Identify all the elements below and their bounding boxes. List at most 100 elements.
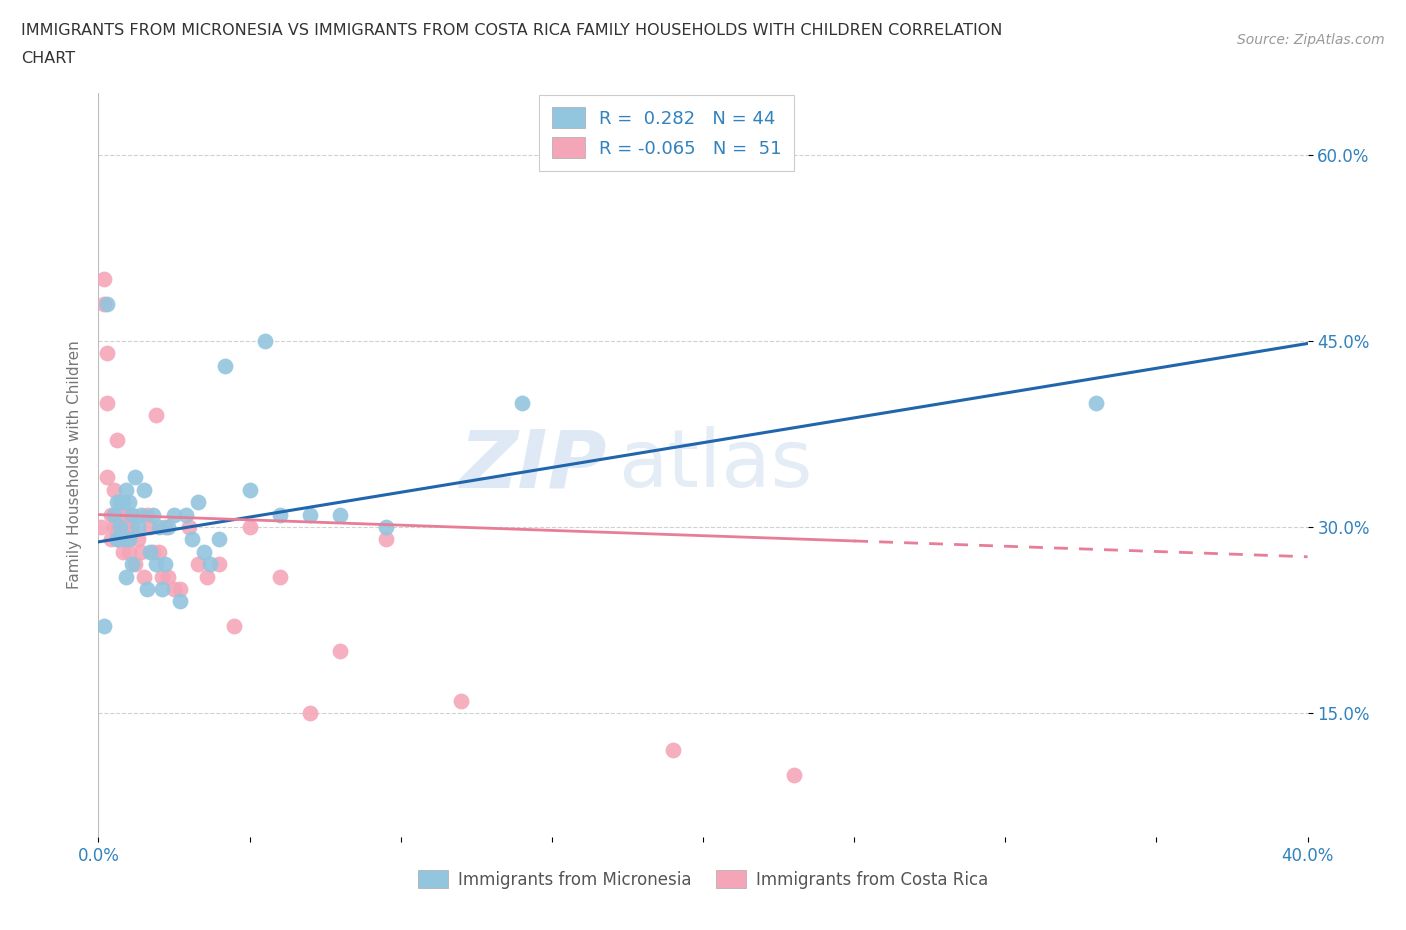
Point bbox=[135, 507, 157, 522]
Point bbox=[148, 520, 170, 535]
Point bbox=[145, 557, 167, 572]
Point bbox=[148, 544, 170, 559]
Point bbox=[96, 297, 118, 312]
Point bbox=[450, 693, 472, 708]
Point bbox=[121, 557, 143, 572]
Point bbox=[208, 532, 231, 547]
Point bbox=[129, 544, 152, 559]
Point bbox=[169, 581, 191, 596]
Point bbox=[510, 395, 533, 410]
Point bbox=[239, 483, 262, 498]
Point bbox=[103, 507, 125, 522]
Point bbox=[150, 569, 173, 584]
Point bbox=[224, 618, 246, 633]
Text: IMMIGRANTS FROM MICRONESIA VS IMMIGRANTS FROM COSTA RICA FAMILY HOUSEHOLDS WITH : IMMIGRANTS FROM MICRONESIA VS IMMIGRANTS… bbox=[21, 23, 1002, 38]
Point bbox=[239, 520, 262, 535]
Point bbox=[132, 569, 155, 584]
Point bbox=[96, 470, 118, 485]
Point bbox=[269, 569, 291, 584]
Point bbox=[187, 495, 209, 510]
Text: ZIP: ZIP bbox=[458, 426, 606, 504]
Point bbox=[142, 544, 165, 559]
Point bbox=[105, 520, 128, 535]
Point bbox=[93, 272, 115, 286]
Point bbox=[118, 507, 141, 522]
Point bbox=[208, 557, 231, 572]
Point bbox=[114, 483, 136, 498]
Point bbox=[96, 395, 118, 410]
Point bbox=[100, 507, 122, 522]
Point bbox=[139, 520, 162, 535]
Point bbox=[103, 507, 125, 522]
Point bbox=[111, 520, 134, 535]
Point bbox=[783, 767, 806, 782]
Point bbox=[139, 544, 162, 559]
Point bbox=[127, 532, 149, 547]
Text: CHART: CHART bbox=[21, 51, 75, 66]
Point bbox=[108, 520, 131, 535]
Point bbox=[179, 520, 201, 535]
Point bbox=[121, 520, 143, 535]
Point bbox=[253, 334, 276, 349]
Point bbox=[118, 544, 141, 559]
Point bbox=[193, 544, 215, 559]
Point bbox=[661, 743, 683, 758]
Point bbox=[105, 495, 128, 510]
Point bbox=[103, 483, 125, 498]
Point bbox=[181, 532, 204, 547]
Point bbox=[163, 581, 186, 596]
Point bbox=[299, 706, 322, 721]
Point bbox=[118, 495, 141, 510]
Point bbox=[214, 358, 236, 373]
Point bbox=[118, 532, 141, 547]
Legend: Immigrants from Micronesia, Immigrants from Costa Rica: Immigrants from Micronesia, Immigrants f… bbox=[411, 864, 995, 896]
Y-axis label: Family Households with Children: Family Households with Children bbox=[66, 340, 82, 590]
Point bbox=[127, 520, 149, 535]
Point bbox=[90, 520, 112, 535]
Point bbox=[163, 507, 186, 522]
Point bbox=[156, 569, 179, 584]
Point bbox=[374, 520, 396, 535]
Point bbox=[156, 520, 179, 535]
Point bbox=[105, 532, 128, 547]
Point bbox=[329, 507, 352, 522]
Point bbox=[195, 569, 218, 584]
Point bbox=[174, 507, 197, 522]
Point bbox=[135, 581, 157, 596]
Point bbox=[132, 483, 155, 498]
Point bbox=[114, 532, 136, 547]
Point bbox=[142, 507, 165, 522]
Point bbox=[96, 346, 118, 361]
Point bbox=[187, 557, 209, 572]
Point bbox=[299, 507, 322, 522]
Point bbox=[129, 507, 152, 522]
Point bbox=[329, 644, 352, 658]
Point bbox=[100, 532, 122, 547]
Text: Source: ZipAtlas.com: Source: ZipAtlas.com bbox=[1237, 33, 1385, 46]
Point bbox=[108, 532, 131, 547]
Point bbox=[150, 581, 173, 596]
Point bbox=[93, 297, 115, 312]
Point bbox=[200, 557, 222, 572]
Point bbox=[114, 520, 136, 535]
Point bbox=[1085, 395, 1108, 410]
Point bbox=[93, 618, 115, 633]
Point bbox=[169, 594, 191, 609]
Point bbox=[103, 520, 125, 535]
Point bbox=[111, 544, 134, 559]
Point bbox=[108, 507, 131, 522]
Point bbox=[124, 557, 146, 572]
Point bbox=[153, 520, 176, 535]
Point bbox=[111, 532, 134, 547]
Point bbox=[121, 507, 143, 522]
Text: atlas: atlas bbox=[619, 426, 813, 504]
Point bbox=[374, 532, 396, 547]
Point bbox=[145, 408, 167, 423]
Point bbox=[153, 557, 176, 572]
Point bbox=[108, 495, 131, 510]
Point bbox=[124, 470, 146, 485]
Point bbox=[105, 432, 128, 447]
Point bbox=[105, 532, 128, 547]
Point bbox=[111, 495, 134, 510]
Point bbox=[269, 507, 291, 522]
